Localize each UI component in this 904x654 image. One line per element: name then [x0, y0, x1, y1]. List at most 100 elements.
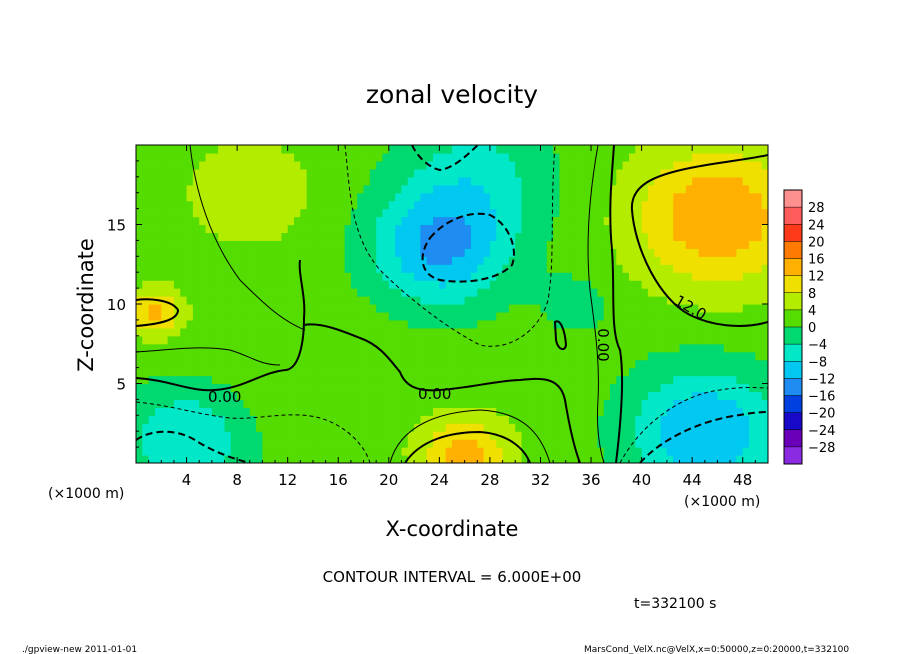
heatmap-cell — [161, 343, 169, 353]
heatmap-cell — [306, 407, 314, 416]
heatmap-cell — [294, 264, 301, 273]
heatmap-cell — [452, 256, 459, 265]
heatmap-cell — [319, 359, 327, 369]
heatmap-cell — [256, 447, 263, 456]
heatmap-cell — [704, 359, 712, 369]
heatmap-cell — [281, 232, 289, 241]
heatmap-cell — [628, 391, 636, 400]
heatmap-cell — [312, 335, 320, 345]
heatmap-cell — [761, 264, 768, 273]
heatmap-cell — [439, 152, 447, 162]
heatmap-cell — [211, 367, 219, 377]
heatmap-cell — [426, 407, 434, 416]
heatmap-cell — [180, 280, 188, 289]
heatmap-cell — [452, 327, 459, 337]
heatmap-cell — [433, 152, 440, 162]
heatmap-cell — [534, 391, 542, 400]
heatmap-cell — [666, 399, 674, 408]
heatmap-cell — [401, 407, 409, 416]
heatmap-cell — [641, 439, 649, 448]
heatmap-cell — [742, 447, 750, 456]
heatmap-cell — [312, 343, 320, 353]
heatmap-cell — [376, 192, 384, 202]
heatmap-cell — [287, 200, 295, 210]
heatmap-cell — [508, 152, 516, 162]
heatmap-cell — [357, 359, 365, 369]
heatmap-cell — [414, 184, 421, 194]
heatmap-cell — [287, 224, 295, 234]
heatmap-cell — [470, 272, 478, 281]
heatmap-cell — [369, 152, 377, 162]
heatmap-cell — [445, 256, 453, 265]
heatmap-cell — [458, 439, 466, 448]
heatmap-cell — [616, 439, 624, 448]
heatmap-cell — [224, 367, 232, 377]
heatmap-cell — [578, 184, 586, 194]
heatmap-cell — [679, 288, 687, 297]
heatmap-cell — [294, 208, 301, 218]
heatmap-cell — [540, 335, 548, 345]
heatmap-cell — [142, 248, 150, 257]
heatmap-cell — [464, 192, 472, 202]
heatmap-cell — [300, 192, 308, 202]
heatmap-cell — [730, 319, 737, 329]
heatmap-cell — [489, 184, 497, 194]
heatmap-cell — [382, 280, 390, 289]
heatmap-cell — [338, 256, 346, 265]
heatmap-cell — [148, 192, 156, 202]
heatmap-cell — [470, 375, 478, 385]
heatmap-cell — [534, 240, 542, 249]
heatmap-cell — [136, 455, 143, 463]
heatmap-cell — [338, 407, 346, 416]
heatmap-cell — [755, 224, 763, 234]
heatmap-cell — [388, 152, 396, 162]
heatmap-cell — [698, 455, 706, 463]
heatmap-cell — [723, 280, 731, 289]
heatmap-cell — [704, 311, 712, 321]
heatmap-cell — [287, 391, 295, 400]
heatmap-cell — [654, 423, 662, 432]
heatmap-cell — [711, 391, 719, 400]
heatmap-cell — [742, 224, 750, 234]
heatmap-cell — [407, 192, 415, 202]
heatmap-cell — [704, 407, 712, 416]
heatmap-cell — [180, 168, 188, 178]
heatmap-cell — [679, 327, 687, 337]
heatmap-cell — [414, 248, 421, 257]
heatmap-cell — [508, 264, 516, 273]
heatmap-cell — [603, 399, 611, 408]
heatmap-cell — [275, 319, 282, 329]
heatmap-cell — [136, 208, 143, 218]
heatmap-cell — [534, 407, 542, 416]
heatmap-cell — [312, 455, 320, 463]
heatmap-cell — [559, 423, 567, 432]
heatmap-cell — [508, 447, 516, 456]
heatmap-cell — [363, 415, 371, 424]
heatmap-cell — [508, 224, 516, 234]
heatmap-cell — [641, 423, 649, 432]
heatmap-cell — [660, 184, 668, 194]
heatmap-cell — [350, 248, 358, 257]
heatmap-cell — [704, 288, 712, 297]
heatmap-cell — [363, 280, 371, 289]
heatmap-cell — [698, 311, 706, 321]
heatmap-cell — [597, 375, 605, 385]
heatmap-cell — [167, 327, 175, 337]
heatmap-cell — [218, 256, 226, 265]
heatmap-cell — [578, 375, 586, 385]
heatmap-cell — [723, 176, 731, 186]
heatmap-cell — [711, 232, 719, 241]
heatmap-cell — [268, 447, 276, 456]
heatmap-cell — [584, 296, 592, 305]
contour-zero-left — [136, 259, 306, 392]
heatmap-cell — [578, 232, 586, 241]
heatmap-cell — [641, 272, 649, 281]
heatmap-cell — [382, 343, 390, 353]
heatmap-cell — [205, 272, 213, 281]
heatmap-cell — [698, 415, 706, 424]
heatmap-cell — [161, 184, 169, 194]
heatmap-cell — [723, 343, 731, 353]
heatmap-cell — [679, 208, 687, 218]
heatmap-cell — [262, 423, 270, 432]
heatmap-cell — [224, 391, 232, 400]
